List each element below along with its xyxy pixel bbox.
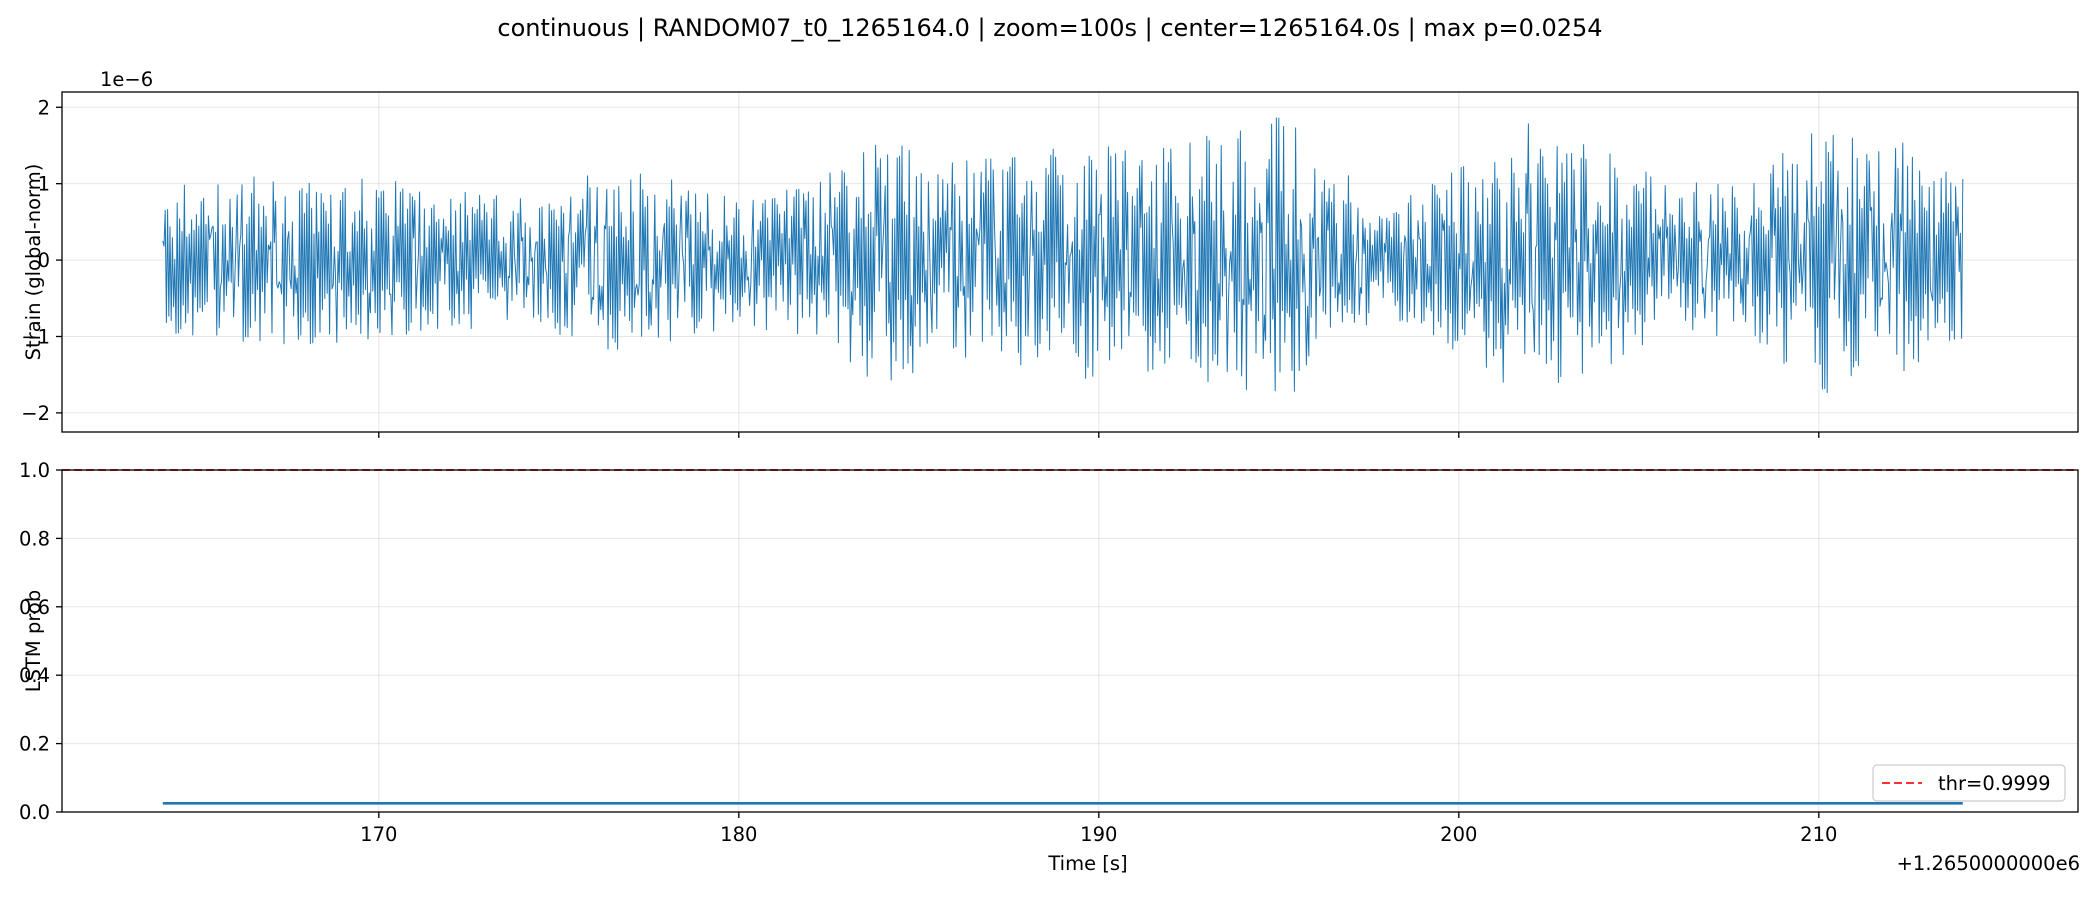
probability-y-tick-label: 0.8 [19,527,50,550]
probability-y-tick-label: 0.6 [19,596,50,619]
legend-box [1872,764,2066,802]
x-offset-label: +1.2650000000e6 [1897,852,2080,875]
probability-y-tick-label: 0.2 [19,733,50,756]
strain-y-scale-label: 1e−6 [100,68,153,91]
probability-y-tick-label: 0.4 [19,664,50,687]
probability-y-ticks: 0.0 0.2 0.4 0.6 0.8 1.0 [19,459,62,824]
probability-x-tick-label: 210 [1800,823,1837,846]
strain-y-tick-label: 0 [38,249,50,272]
probability-grid [62,469,2078,813]
probability-x-tick-label: 190 [1080,823,1117,846]
strain-axes-frame [61,91,2079,433]
strain-x-ticks [378,432,1820,438]
probability-y-axis-label: LSTM prob [22,590,45,692]
strain-y-tick-label: 1 [38,173,50,196]
x-axis-label: Time [s] [1047,852,1127,875]
strain-y-tick-label: 2 [38,96,50,119]
probability-panel: 0.0 0.2 0.4 0.6 0.8 1.0 170 180 190 200 210 LSTM … [19,459,2080,875]
legend: thr=0.9999 [1872,764,2066,802]
probability-x-tick-label: 180 [720,823,757,846]
strain-series-line [162,117,1964,394]
probability-y-tick-label: 1.0 [19,459,50,482]
strain-y-ticks: 2 1 0 −1 −2 [21,96,62,425]
probability-x-ticks: 170 180 190 200 210 [360,812,1837,846]
legend-threshold-label: thr=0.9999 [1938,772,2051,795]
probability-y-tick-label: 0.0 [19,801,50,824]
strain-y-tick-label: −1 [21,325,50,348]
figure-title: continuous | RANDOM07_t0_1265164.0 | zoo… [497,14,1602,42]
strain-signal [162,117,1964,394]
strain-panel: 2 1 0 −1 −2 1e−6 Strain (global-norm) [21,68,2079,438]
strain-y-axis-label: Strain (global-norm) [22,164,45,361]
probability-axes-frame [61,469,2079,813]
probability-x-tick-label: 170 [360,823,397,846]
probability-series [62,469,2078,805]
probability-x-tick-label: 200 [1440,823,1477,846]
strain-y-tick-label: −2 [21,402,50,425]
